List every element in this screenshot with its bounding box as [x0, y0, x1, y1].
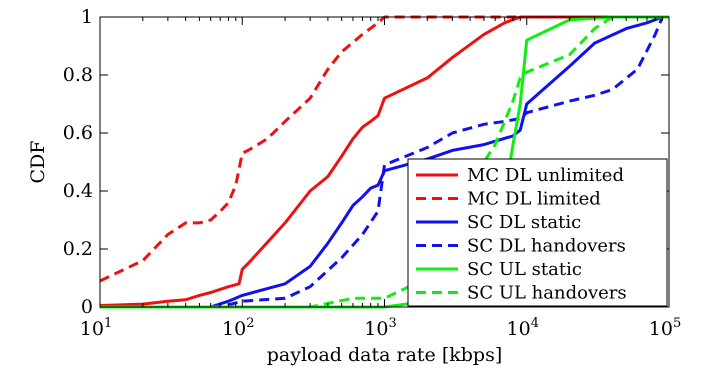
- series-line-2: [100, 15, 669, 283]
- x-tick-label: 104: [507, 316, 539, 340]
- legend-label: SC UL handovers: [467, 283, 627, 304]
- series-line-6: [100, 15, 669, 309]
- y-tick-label: 0.6: [63, 122, 93, 144]
- legend-label: SC UL static: [467, 259, 582, 280]
- x-tick-label: 103: [364, 316, 396, 340]
- y-tick-label: 0: [81, 296, 93, 318]
- legend-box: [407, 158, 668, 307]
- legend-label: SC DL handovers: [467, 236, 626, 257]
- x-tick-label: 101: [80, 316, 112, 340]
- y-tick-label: 0.4: [63, 180, 93, 202]
- x-tick-label: 102: [222, 316, 254, 340]
- legend-label: MC DL unlimited: [467, 165, 624, 186]
- legend-label: MC DL limited: [467, 189, 601, 210]
- y-tick-label: 0.8: [63, 64, 93, 86]
- series-line-1: [100, 15, 669, 308]
- series-line-4: [100, 15, 669, 309]
- y-tick-label: 0.2: [63, 238, 93, 260]
- x-axis-label: payload data rate [kbps]: [267, 344, 503, 366]
- legend-label: SC DL static: [467, 212, 581, 233]
- y-tick-label: 1: [81, 6, 93, 28]
- axis-layer: 101 102 103 104 105 0 0.2 0.4 0.6 0.8 1: [63, 6, 681, 340]
- y-axis-label: CDF: [27, 141, 49, 184]
- x-tick-label: 105: [649, 316, 681, 340]
